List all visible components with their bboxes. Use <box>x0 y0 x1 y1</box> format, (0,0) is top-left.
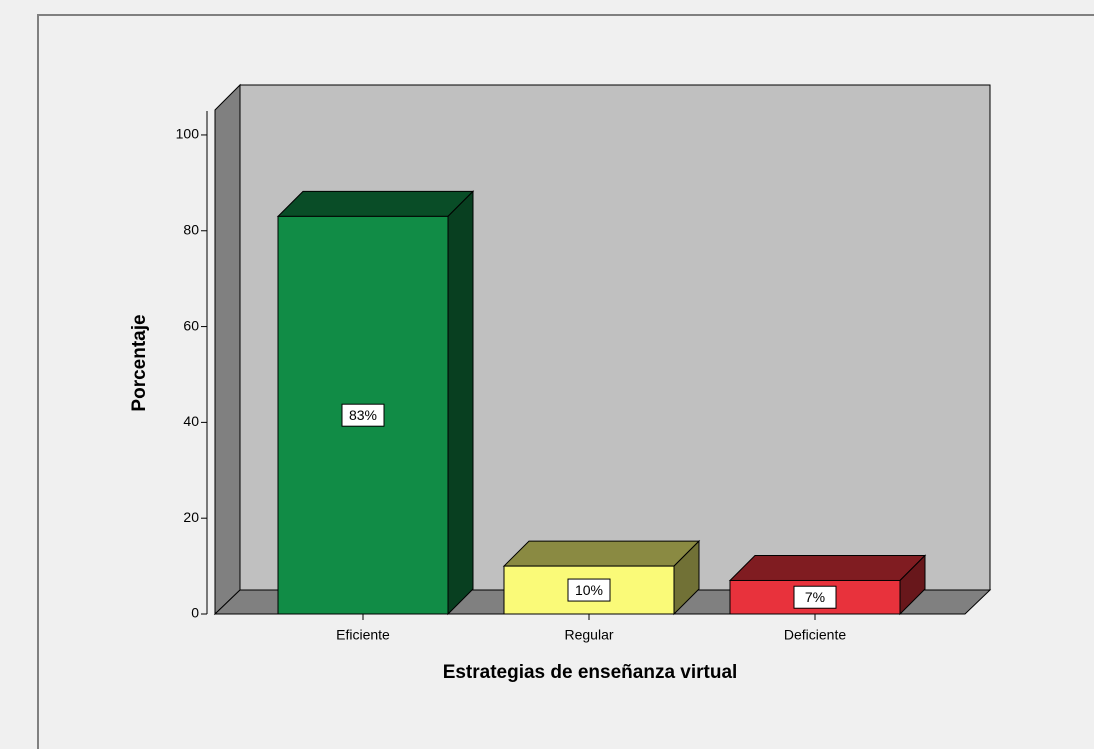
y-tick-label: 100 <box>176 126 200 142</box>
left-wall <box>214 83 241 616</box>
value-label-box <box>567 578 611 602</box>
value-label: 10% <box>575 582 603 598</box>
bar-top <box>728 554 927 581</box>
value-label: 7% <box>805 589 825 605</box>
value-label: 83% <box>349 407 377 423</box>
y-tick-label: 80 <box>183 221 199 237</box>
y-axis-title: Porcentaje <box>129 314 150 411</box>
x-tick-label: Deficiente <box>784 627 846 643</box>
y-tick-label: 40 <box>183 413 199 429</box>
bar-top <box>502 540 701 567</box>
x-axis-title: Estrategias de enseñanza virtual <box>443 662 738 683</box>
bar-side <box>447 190 474 616</box>
x-tick-label: Eficiente <box>336 627 390 643</box>
y-tick-label: 60 <box>183 317 199 333</box>
value-label-box <box>341 403 385 427</box>
y-tick-label: 0 <box>191 605 199 621</box>
y-tick-label: 20 <box>183 509 199 525</box>
bar-top <box>276 190 475 217</box>
value-label-box <box>793 585 837 609</box>
x-tick-label: Regular <box>564 627 613 643</box>
